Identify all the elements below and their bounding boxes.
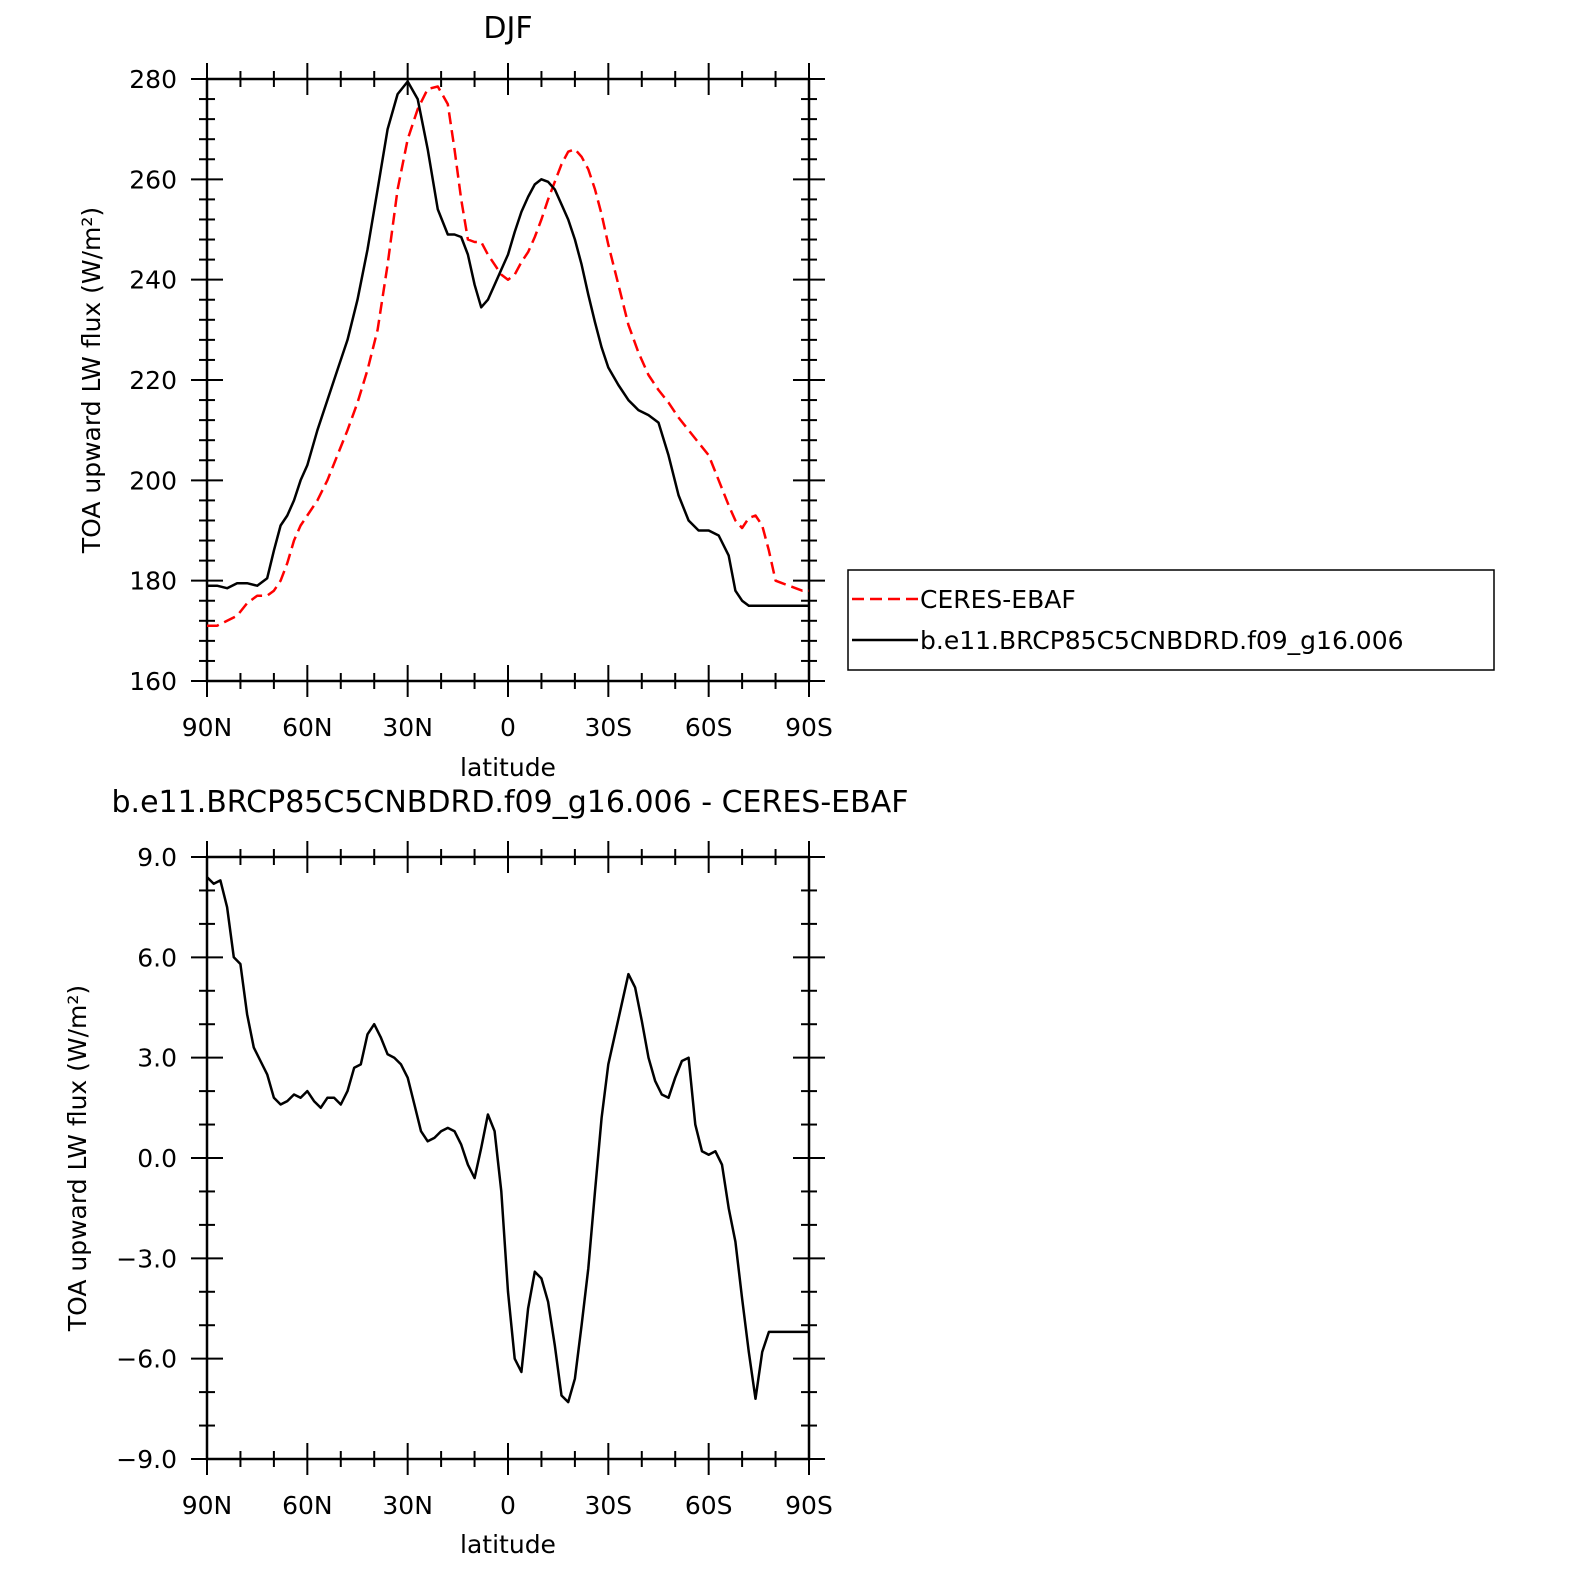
x-tick-label: 0 xyxy=(500,713,516,742)
x-tick-label: 60S xyxy=(685,713,733,742)
top-plot-frame xyxy=(205,77,811,683)
x-tick-label: 0 xyxy=(500,1491,516,1520)
y-tick-label: −3.0 xyxy=(116,1244,177,1273)
bot-series-line-0 xyxy=(206,876,809,1404)
x-tick-label: 60N xyxy=(282,713,333,742)
top-x-tick-labels: 90N 60N 30N 0 30S 60S 90S xyxy=(182,713,833,742)
top-series-line-0 xyxy=(207,85,809,628)
y-tick-label: −9.0 xyxy=(116,1445,177,1474)
y-tick-label: 220 xyxy=(129,366,177,395)
bottom-axis-ticks xyxy=(191,841,825,1475)
bottom-x-tick-labels: 90N 60N 30N 0 30S 60S 90S xyxy=(182,1491,833,1520)
bottom-x-axis-label: latitude xyxy=(460,1530,556,1559)
x-tick-label: 30S xyxy=(584,713,632,742)
bottom-chart-title: b.e11.BRCP85C5CNBDRD.f09_g16.006 - CERES… xyxy=(111,785,908,820)
y-tick-label: −6.0 xyxy=(116,1345,177,1374)
legend: CERES-EBAF b.e11.BRCP85C5CNBDRD.f09_g16.… xyxy=(847,569,1495,671)
y-tick-label: 280 xyxy=(129,65,177,94)
x-tick-label: 30S xyxy=(584,1491,632,1520)
x-tick-label: 30N xyxy=(382,1491,433,1520)
x-tick-label: 60S xyxy=(685,1491,733,1520)
y-tick-label: 3.0 xyxy=(137,1044,177,1073)
y-tick-label: 0.0 xyxy=(137,1144,177,1173)
top-series-lines xyxy=(207,80,809,628)
y-tick-label: 160 xyxy=(129,667,177,696)
x-tick-label: 90N xyxy=(182,713,233,742)
x-tick-label: 30N xyxy=(382,713,433,742)
bottom-series-lines xyxy=(206,876,809,1404)
bottom-y-tick-labels: −9.0 −6.0 −3.0 0.0 3.0 6.0 9.0 xyxy=(116,843,177,1474)
x-tick-label: 90S xyxy=(785,713,833,742)
top-x-axis-label: latitude xyxy=(460,753,556,782)
top-y-axis-label: TOA upward LW flux (W/m²) xyxy=(77,207,106,554)
y-tick-label: 9.0 xyxy=(137,843,177,872)
bottom-panel: b.e11.BRCP85C5CNBDRD.f09_g16.006 - CERES… xyxy=(63,785,909,1559)
top-chart-title: DJF xyxy=(483,11,532,46)
legend-label-model: b.e11.BRCP85C5CNBDRD.f09_g16.006 xyxy=(920,626,1404,655)
bottom-y-axis-label: TOA upward LW flux (W/m²) xyxy=(63,985,92,1332)
y-tick-label: 240 xyxy=(129,266,177,295)
top-y-tick-labels: 160 180 200 220 240 260 280 xyxy=(129,65,177,696)
x-tick-label: 60N xyxy=(282,1491,333,1520)
top-series-line-1 xyxy=(207,80,809,608)
x-tick-label: 90N xyxy=(182,1491,233,1520)
x-tick-label: 90S xyxy=(785,1491,833,1520)
top-panel: DJF 160 180 200 220 240 260 280 90N 60N 30N 0 30S 6… xyxy=(77,11,833,782)
y-tick-label: 180 xyxy=(129,567,177,596)
legend-box xyxy=(847,569,1495,671)
y-tick-label: 200 xyxy=(129,466,177,495)
top-axis-ticks xyxy=(191,63,825,697)
y-tick-label: 6.0 xyxy=(137,943,177,972)
y-tick-label: 260 xyxy=(129,165,177,194)
legend-label-ceres: CERES-EBAF xyxy=(920,585,1076,614)
